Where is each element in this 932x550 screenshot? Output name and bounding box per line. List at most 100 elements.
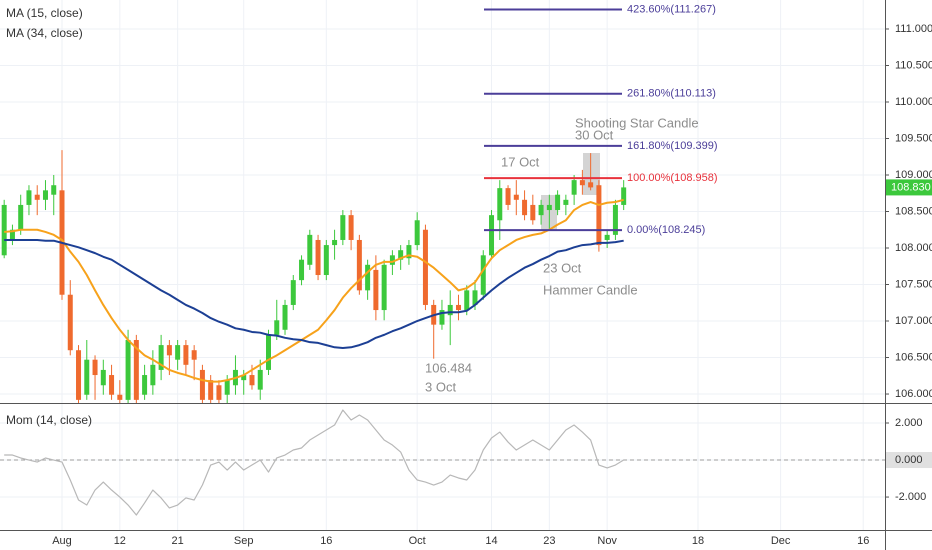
y-tick-label: 106.000 — [895, 388, 932, 400]
candle-body — [307, 234, 313, 265]
candle-body — [455, 304, 461, 311]
candle-body — [282, 304, 288, 330]
last-price-label: 108.830 — [891, 181, 931, 193]
candle-body — [18, 204, 24, 230]
last-value-label: 0.000 — [895, 454, 923, 466]
y-tick-label: 108.500 — [895, 205, 932, 217]
candle-body — [241, 375, 247, 381]
candle-body — [571, 180, 577, 195]
candle-body — [117, 394, 123, 400]
candle-body — [538, 204, 544, 216]
candle-body — [142, 375, 148, 395]
candle-body — [381, 264, 387, 311]
annotation: 17 Oct — [501, 154, 540, 169]
candle-body — [546, 204, 552, 211]
candle-body — [323, 245, 329, 276]
candle-body — [414, 220, 420, 246]
y-tick-label: 110.000 — [895, 96, 932, 108]
candle-body — [422, 229, 428, 305]
candle-body — [92, 359, 98, 376]
legend-entry: MA (34, close) — [6, 26, 83, 40]
candle-body — [596, 185, 602, 246]
candle-body — [579, 180, 585, 186]
ma-line — [4, 198, 624, 383]
candle-body — [67, 294, 73, 351]
candle-body — [175, 345, 181, 360]
candle-body — [249, 375, 255, 386]
candle-body — [158, 345, 164, 370]
annotation: 30 Oct — [575, 127, 614, 142]
candle-body — [26, 190, 32, 205]
candle-body — [199, 369, 205, 400]
fib-label: 261.80%(110.113) — [627, 88, 716, 100]
x-tick-label: 16 — [857, 535, 869, 547]
y-tick-label: -2.000 — [895, 491, 926, 503]
legend-entry: MA (15, close) — [6, 6, 83, 20]
x-tick-label: Nov — [597, 535, 617, 547]
candle-body — [480, 255, 486, 295]
candle-body — [257, 369, 263, 390]
fib-label: 161.80%(109.399) — [627, 140, 718, 152]
candle-body — [472, 290, 478, 305]
annotation: 23 Oct — [543, 260, 582, 275]
candle-body — [604, 234, 610, 240]
candle-body — [109, 375, 115, 395]
candle-body — [398, 250, 404, 260]
candle-body — [489, 215, 495, 256]
y-tick-label: 2.000 — [895, 417, 923, 429]
candle-body — [266, 334, 271, 370]
candle-body — [406, 245, 412, 259]
candle-body — [166, 345, 172, 356]
candle-body — [365, 264, 371, 291]
fib-label: 100.00%(108.958) — [627, 172, 718, 184]
candle-body — [216, 385, 222, 400]
candle-body — [133, 339, 139, 400]
price-pane — [1, 150, 627, 403]
x-tick-label: 16 — [320, 535, 332, 547]
ma-line — [4, 238, 624, 350]
fib-label: 0.00%(108.245) — [627, 224, 705, 236]
candle-body — [299, 259, 305, 281]
axes: Aug 12 21 Sep 16 Oct 14 23 Nov 18 Dec 16 106.000 106.… — [52, 23, 932, 547]
last-value-box — [886, 452, 932, 469]
candle-body — [612, 204, 618, 235]
x-tick-label: 14 — [485, 535, 497, 547]
candle-body — [183, 345, 189, 365]
candle-body — [274, 320, 280, 335]
last-price-box — [886, 179, 932, 196]
candle-body — [588, 182, 594, 188]
candle-body — [340, 215, 346, 240]
x-tick-label: 23 — [543, 535, 555, 547]
y-tick-label: 107.000 — [895, 315, 932, 327]
candle-body — [530, 204, 536, 221]
annotation: Hammer Candle — [543, 282, 638, 297]
y-tick-label: 107.500 — [895, 278, 932, 290]
candle-body — [621, 187, 627, 205]
x-tick-label: Aug — [52, 535, 72, 547]
candle-body — [290, 280, 296, 305]
candle-body — [224, 380, 230, 395]
candle-body — [439, 310, 445, 325]
candle-body — [505, 188, 511, 205]
momentum-line — [4, 409, 624, 516]
candle-body — [555, 194, 561, 211]
candle-body — [191, 350, 197, 360]
candle-body — [348, 215, 354, 240]
y-tick-label: 110.500 — [895, 59, 932, 71]
candle-body — [1, 204, 7, 256]
legend-entry: Mom (14, close) — [6, 413, 92, 427]
x-tick-label: Dec — [771, 535, 791, 547]
fib-label: 423.60%(111.267) — [627, 3, 716, 15]
y-tick-label: 109.500 — [895, 132, 932, 144]
candle-body — [315, 239, 321, 276]
candle-body — [208, 380, 214, 400]
annotation: 106.484 — [425, 360, 472, 375]
x-tick-label: 21 — [172, 535, 184, 547]
candle-body — [84, 359, 90, 395]
candle-body — [464, 290, 470, 311]
y-tick-label: 109.000 — [895, 169, 932, 181]
candle-body — [447, 304, 453, 316]
